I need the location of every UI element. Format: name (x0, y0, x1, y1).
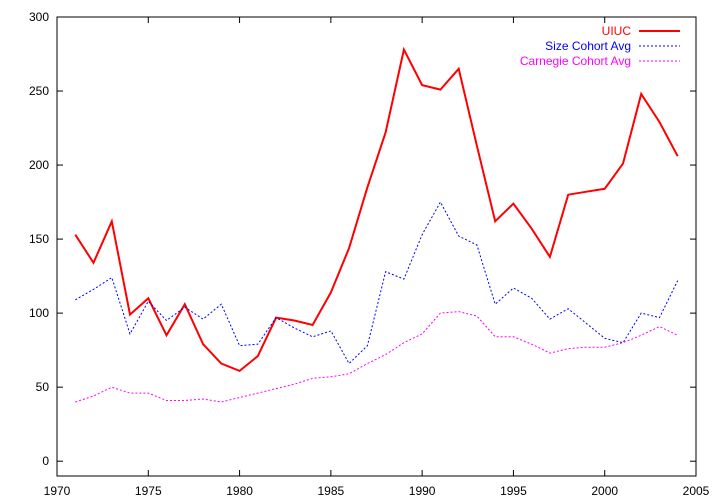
x-tick-label: 1995 (500, 484, 527, 498)
legend-label-carnegie-cohort-avg: Carnegie Cohort Avg (520, 54, 631, 68)
legend-label-uiuc: UIUC (602, 24, 632, 38)
series-lines (74, 46, 679, 403)
x-tick-label: 2005 (683, 484, 710, 498)
x-tick-label: 1980 (226, 484, 253, 498)
axis-ticks: 0 50 100 150 200 250 300 1970 1975 1980 1985 1990 19… (29, 10, 710, 498)
plot-frame (56, 16, 697, 477)
y-tick-label: 150 (29, 232, 49, 246)
y-tick-label: 250 (29, 84, 49, 98)
y-tick-label: 0 (42, 454, 49, 468)
x-tick-label: 2000 (591, 484, 618, 498)
x-tick-label: 1990 (409, 484, 436, 498)
x-tick-label: 1985 (318, 484, 345, 498)
x-tick-label: 1970 (44, 484, 71, 498)
series-line-carnegie-cohort-avg (75, 311, 678, 403)
y-tick-label: 50 (36, 380, 50, 394)
y-tick-label: 100 (29, 306, 49, 320)
series-line-uiuc (74, 46, 679, 373)
series-line-size-cohort-avg (75, 201, 679, 365)
y-tick-label: 200 (29, 158, 49, 172)
legend-label-size-cohort-avg: Size Cohort Avg (545, 39, 631, 53)
x-tick-label: 1975 (135, 484, 162, 498)
y-tick-label: 300 (29, 10, 49, 24)
